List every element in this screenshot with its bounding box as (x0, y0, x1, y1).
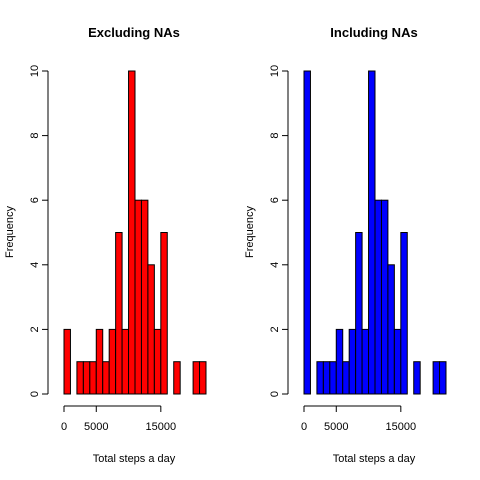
y-axis: 0 2 4 6 8 10 (269, 65, 289, 397)
histogram-bar (316, 361, 324, 395)
histogram-bar (128, 70, 136, 395)
histogram-bar (153, 328, 162, 395)
y-tick-label: 2 (29, 326, 41, 332)
panel-excluding-nas: Excluding NAs Total steps a day Frequenc… (4, 25, 207, 465)
x-axis: 0 5000 15000 (61, 405, 177, 433)
histogram-bar (102, 361, 110, 395)
histogram-bar (89, 361, 97, 395)
histogram-bar (400, 232, 408, 395)
histogram-bar (192, 361, 201, 395)
histogram-bar (361, 328, 370, 395)
x-tick-label: 5000 (324, 421, 348, 433)
bars (63, 70, 207, 395)
histogram-bar (82, 361, 91, 395)
x-tick-label: 0 (301, 421, 307, 433)
histogram-bar (439, 361, 447, 395)
histogram-bar (322, 361, 331, 395)
histogram-bar (140, 199, 149, 395)
histogram-bar (342, 361, 350, 395)
chart-title: Including NAs (330, 25, 417, 40)
x-axis: 0 5000 15000 (301, 405, 417, 433)
y-tick-label: 10 (269, 65, 281, 77)
y-axis: 0 2 4 6 8 10 (29, 65, 49, 397)
y-tick-label: 8 (29, 133, 41, 139)
histogram-bar (380, 199, 389, 395)
y-tick-label: 6 (29, 197, 41, 203)
panel-including-nas: Including NAs Total steps a day Frequenc… (244, 25, 447, 465)
histogram-bar (393, 328, 402, 395)
histogram-bar (76, 361, 84, 395)
histogram-bar (387, 264, 395, 395)
histogram-bar (368, 70, 376, 395)
x-tick-label: 0 (61, 421, 67, 433)
y-axis-label: Frequency (4, 206, 16, 258)
y-tick-label: 8 (269, 133, 281, 139)
histogram-bar (348, 328, 357, 395)
y-tick-label: 4 (29, 262, 41, 268)
x-tick-label: 15000 (146, 421, 177, 433)
y-tick-label: 0 (29, 391, 41, 397)
histogram-bar (374, 199, 382, 395)
y-axis-label: Frequency (244, 206, 256, 258)
x-axis-label: Total steps a day (93, 453, 176, 465)
histogram-bar (329, 361, 337, 395)
histogram-bar (432, 361, 441, 395)
x-tick-label: 5000 (84, 421, 108, 433)
histogram-bar (173, 361, 181, 395)
bars (303, 70, 447, 395)
histogram-bar (115, 232, 123, 395)
histogram-bar (355, 232, 363, 395)
x-axis-label: Total steps a day (333, 453, 416, 465)
x-tick-label: 15000 (386, 421, 417, 433)
histogram-bar (134, 199, 142, 395)
histogram-bar (121, 328, 130, 395)
histogram-bar (413, 361, 421, 395)
histogram-bar (95, 328, 104, 395)
histogram-bar (303, 70, 311, 395)
histogram-bar (63, 328, 71, 395)
y-tick-label: 0 (269, 391, 281, 397)
chart-title: Excluding NAs (88, 25, 180, 40)
y-tick-label: 6 (269, 197, 281, 203)
histogram-bar (108, 328, 117, 395)
histogram-bar (160, 232, 168, 395)
y-tick-label: 4 (269, 262, 281, 268)
histogram-bar (199, 361, 207, 395)
histogram-bar (147, 264, 155, 395)
y-tick-label: 2 (269, 326, 281, 332)
histogram-bar (335, 328, 344, 395)
y-tick-label: 10 (29, 65, 41, 77)
